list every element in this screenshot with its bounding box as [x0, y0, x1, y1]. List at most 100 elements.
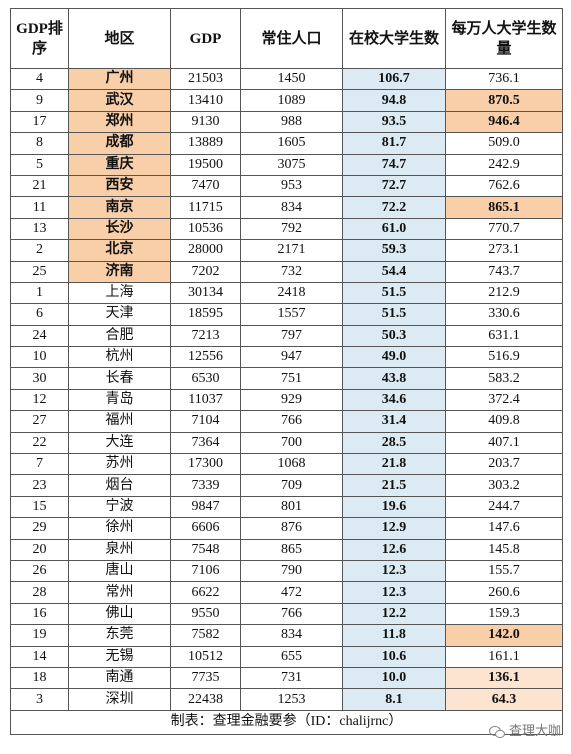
table-row: 7 苏州 17300 1068 21.8 203.7	[10, 453, 563, 476]
table-cell: 865	[240, 538, 343, 561]
table-cell: 12.3	[342, 559, 446, 583]
table-cell: 1	[10, 281, 69, 305]
table-cell: 6622	[170, 581, 241, 604]
header-cell: GDP排序	[10, 8, 69, 69]
table-cell: 9	[10, 89, 69, 112]
table-cell: 南京	[68, 196, 171, 219]
table-cell: 徐州	[68, 517, 171, 540]
table-row: 1 上海 30134 2418 51.5 212.9	[10, 281, 563, 305]
table-cell: 953	[240, 174, 343, 198]
table-cell: 10.6	[342, 645, 446, 668]
table-row: 28 常州 6622 472 12.3 260.6	[10, 581, 563, 604]
table-cell: 155.7	[445, 559, 563, 583]
table-cell: 5	[10, 153, 69, 176]
table-cell: 3	[10, 688, 69, 711]
table-cell: 17	[10, 110, 69, 134]
footer-text: 制表：查理金融要参（ID：chalijrnc）	[10, 709, 563, 735]
table-cell: 28	[10, 581, 69, 604]
table-cell: 2	[10, 239, 69, 262]
table-row: 11 南京 11715 834 72.2 865.1	[10, 196, 563, 219]
table-cell: 61.0	[342, 217, 446, 241]
table-cell: 12.2	[342, 602, 446, 626]
watermark: 查理大咖	[488, 720, 561, 739]
table-cell: 南通	[68, 666, 171, 690]
table-cell: 28.5	[342, 431, 446, 455]
table-cell: 4	[10, 67, 69, 91]
data-table: GDP排序 地区 GDP 常住人口 在校大学生数 每万人大学生数量 4 广州 21503 145…	[10, 8, 563, 735]
table-row: 5 重庆 19500 3075 74.7 242.9	[10, 153, 563, 176]
table-body: 4 广州 21503 1450 106.7 736.1 9 武汉 13410 1089 94.8 87…	[10, 67, 563, 711]
table-cell: 7104	[170, 410, 241, 433]
table-cell: 泉州	[68, 538, 171, 561]
table-row: 2 北京 28000 2171 59.3 273.1	[10, 239, 563, 262]
table-cell: 766	[240, 602, 343, 626]
table-cell: 11715	[170, 196, 241, 219]
table-cell: 242.9	[445, 153, 563, 176]
table-cell: 深圳	[68, 688, 171, 711]
table-cell: 11.8	[342, 624, 446, 647]
table-cell: 303.2	[445, 474, 563, 497]
table-cell: 11037	[170, 388, 241, 412]
header-cell: 地区	[68, 8, 171, 69]
table-cell: 22	[10, 431, 69, 455]
table-cell: 7106	[170, 559, 241, 583]
table-cell: 74.7	[342, 153, 446, 176]
table-row: 15 宁波 9847 801 19.6 244.7	[10, 495, 563, 519]
table-cell: 11	[10, 196, 69, 219]
table-cell: 161.1	[445, 645, 563, 668]
table-row: 3 深圳 22438 1253 8.1 64.3	[10, 688, 563, 711]
table-cell: 790	[240, 559, 343, 583]
table-cell: 武汉	[68, 89, 171, 112]
table-cell: 7	[10, 453, 69, 476]
table-cell: 51.5	[342, 281, 446, 305]
table-cell: 81.7	[342, 132, 446, 155]
table-cell: 43.8	[342, 367, 446, 390]
table-cell: 834	[240, 196, 343, 219]
table-cell: 28000	[170, 239, 241, 262]
table-cell: 13410	[170, 89, 241, 112]
table-cell: 26	[10, 559, 69, 583]
table-row: 23 烟台 7339 709 21.5 303.2	[10, 474, 563, 497]
table-cell: 865.1	[445, 196, 563, 219]
table-cell: 792	[240, 217, 343, 241]
table-cell: 30134	[170, 281, 241, 305]
table-cell: 常州	[68, 581, 171, 604]
table-cell: 27	[10, 410, 69, 433]
table-row: 9 武汉 13410 1089 94.8 870.5	[10, 89, 563, 112]
table-cell: 159.3	[445, 602, 563, 626]
table-cell: 大连	[68, 431, 171, 455]
table-row: 13 长沙 10536 792 61.0 770.7	[10, 217, 563, 241]
table-cell: 49.0	[342, 346, 446, 369]
table-cell: 1605	[240, 132, 343, 155]
table-cell: 22438	[170, 688, 241, 711]
table-cell: 7735	[170, 666, 241, 690]
table-cell: 10512	[170, 645, 241, 668]
table-cell: 876	[240, 517, 343, 540]
table-cell: 203.7	[445, 453, 563, 476]
table-cell: 6530	[170, 367, 241, 390]
table-row: 18 南通 7735 731 10.0 136.1	[10, 666, 563, 690]
table-cell: 济南	[68, 260, 171, 283]
table-cell: 12.6	[342, 538, 446, 561]
table-cell: 136.1	[445, 666, 563, 690]
header-cell: 每万人大学生数量	[445, 8, 563, 69]
table-row: 10 杭州 12556 947 49.0 516.9	[10, 346, 563, 369]
table-cell: 1450	[240, 67, 343, 91]
table-cell: 472	[240, 581, 343, 604]
watermark-icon	[488, 725, 505, 738]
table-row: 25 济南 7202 732 54.4 743.7	[10, 260, 563, 283]
table-cell: 19	[10, 624, 69, 647]
table-row: 20 泉州 7548 865 12.6 145.8	[10, 538, 563, 561]
table-cell: 21503	[170, 67, 241, 91]
table-cell: 东莞	[68, 624, 171, 647]
table-cell: 25	[10, 260, 69, 283]
table-cell: 15	[10, 495, 69, 519]
table-cell: 762.6	[445, 174, 563, 198]
table-cell: 郑州	[68, 110, 171, 134]
table-cell: 成都	[68, 132, 171, 155]
table-cell: 17300	[170, 453, 241, 476]
table-cell: 732	[240, 260, 343, 283]
table-cell: 583.2	[445, 367, 563, 390]
table-cell: 21	[10, 174, 69, 198]
